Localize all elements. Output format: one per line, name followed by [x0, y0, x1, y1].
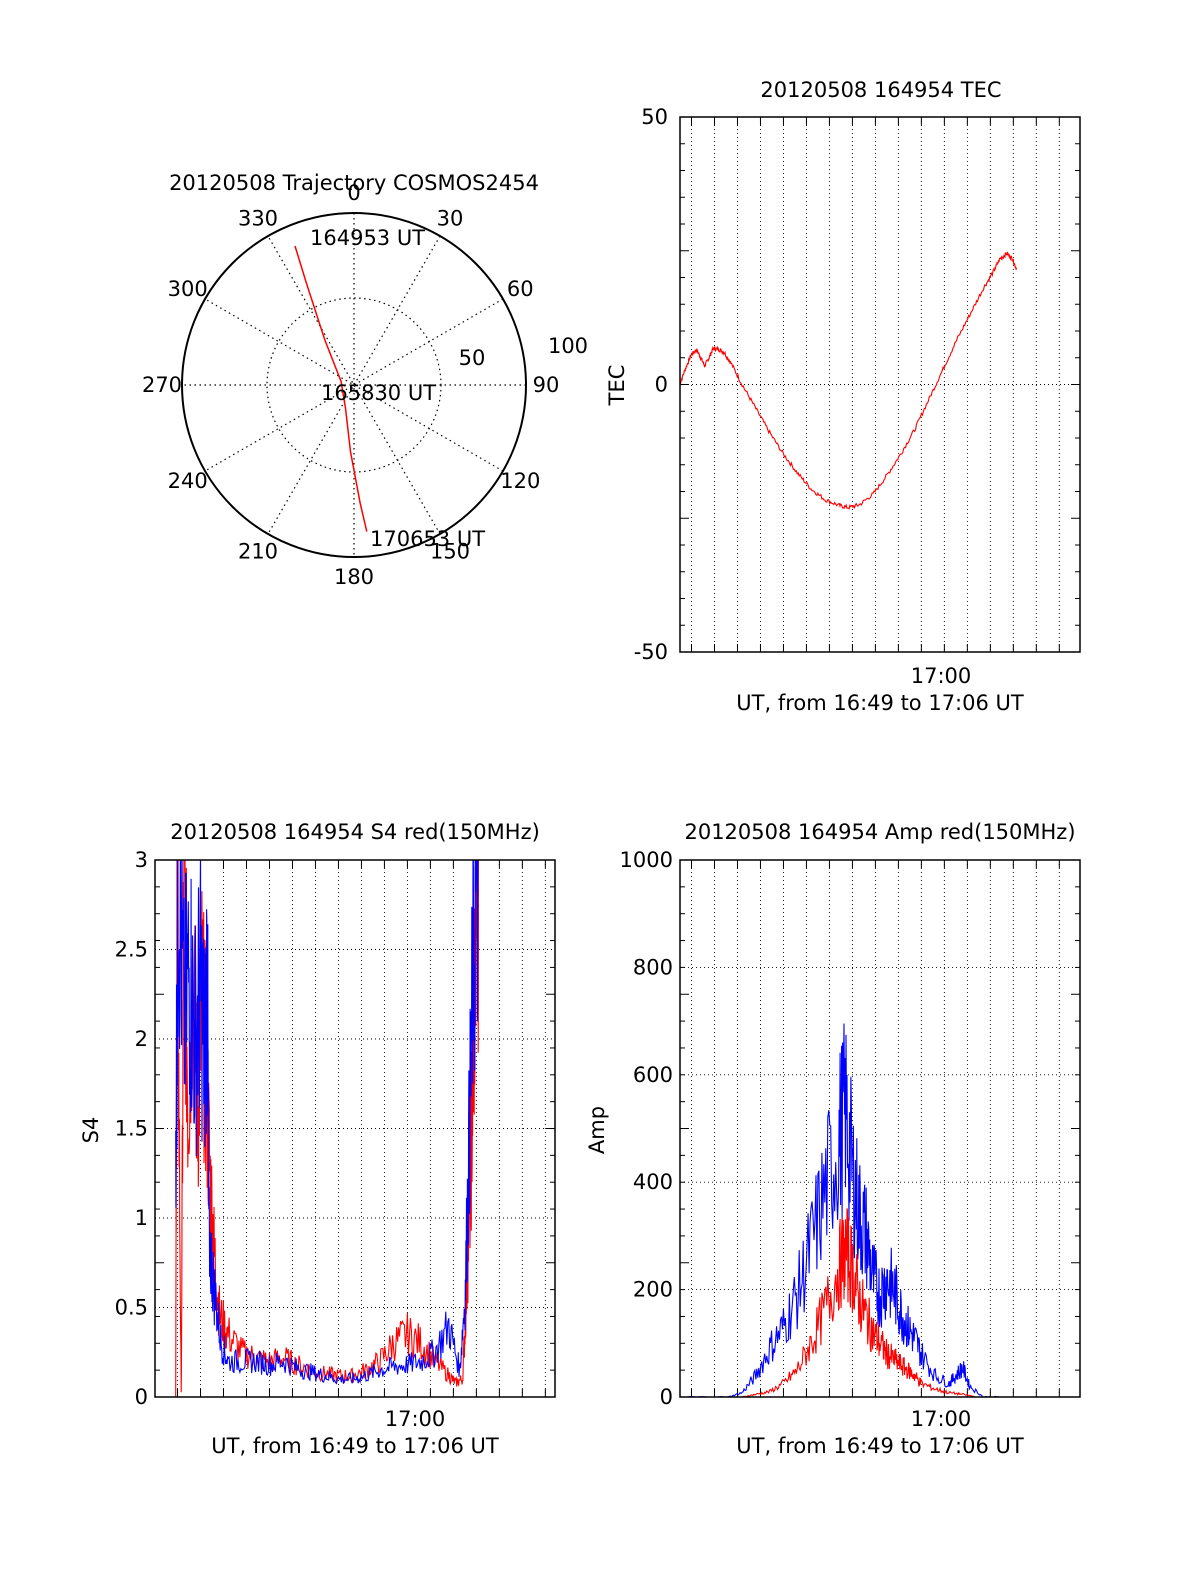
- series-line-0: [680, 1023, 1005, 1397]
- y-tick-label: 1000: [620, 848, 673, 872]
- y-tick-label: 0: [660, 1385, 673, 1409]
- tec-title: 20120508 164954 TEC: [760, 78, 1001, 102]
- s4-xtick-label: 17:00: [385, 1407, 446, 1431]
- trajectory-title: 20120508 Trajectory COSMOS2454: [169, 171, 539, 195]
- amp-xtick-label: 17:00: [911, 1407, 972, 1431]
- polar-angle-label: 240: [168, 469, 208, 493]
- polar-angle-labels: 0 30 60 90 120 150 180 210 240 270 300 330: [142, 181, 559, 589]
- polar-angle-label: 30: [437, 207, 464, 231]
- amp-xlabel: UT, from 16:49 to 17:06 UT: [736, 1434, 1024, 1458]
- s4-title: 20120508 164954 S4 red(150MHz): [170, 820, 540, 844]
- amp-plot-area: 0 200 400 600 800 1000: [620, 848, 1081, 1409]
- s4-plot-area: 0 0.5 1 1.5 2 2.5 3: [115, 848, 556, 1409]
- tec-plot-area: 50 0 -50: [634, 105, 1081, 664]
- polar-radius-label-50: 50: [459, 346, 486, 370]
- polar-angle-label: 210: [238, 539, 278, 563]
- s4-panel: 20120508 164954 S4 red(150MHz) 0 0.5 1 1.5 2…: [79, 820, 556, 1458]
- tec-ylabel: TEC: [605, 365, 629, 407]
- polar-angle-label: 90: [533, 373, 560, 397]
- amp-title: 20120508 164954 Amp red(150MHz): [684, 820, 1075, 844]
- polar-angle-label: 150: [430, 539, 470, 563]
- series-line-1: [741, 1208, 977, 1397]
- s4-ylabel: S4: [79, 1117, 103, 1144]
- s4-xlabel: UT, from 16:49 to 17:06 UT: [211, 1434, 499, 1458]
- trajectory-mid-time: 165830 UT: [321, 381, 436, 405]
- y-tick-label: 200: [633, 1278, 673, 1302]
- y-tick-label: 3: [135, 848, 148, 872]
- plot-frame: [679, 859, 1081, 1398]
- series-line-1: [175, 860, 480, 1385]
- y-tick-label: 50: [641, 105, 668, 129]
- trajectory-end-time: 170653 UT: [370, 527, 485, 551]
- trajectory-track: [294, 245, 368, 532]
- polar-angle-label: 60: [507, 277, 534, 301]
- y-tick-label: 2: [135, 1027, 148, 1051]
- plot-frame: [679, 116, 1081, 653]
- amp-ylabel: Amp: [585, 1106, 609, 1154]
- amp-panel: 20120508 164954 Amp red(150MHz) 0 200 400 6…: [585, 820, 1081, 1458]
- y-tick-label: 2.5: [115, 938, 148, 962]
- polar-angle-label: 0: [347, 181, 360, 205]
- tec-panel: 20120508 164954 TEC 50 0 -50 TEC 17:00 UT,…: [605, 78, 1081, 715]
- trajectory-panel: 20120508 Trajectory COSMOS2454 0 30 60 90 12…: [142, 171, 588, 589]
- polar-angle-label: 180: [334, 565, 374, 589]
- trajectory-start-time: 164953 UT: [310, 226, 425, 250]
- y-tick-label: 1: [135, 1206, 148, 1230]
- tec-xtick-label: 17:00: [911, 664, 972, 688]
- y-tick-label: 1.5: [115, 1117, 148, 1141]
- y-tick-label: 600: [633, 1063, 673, 1087]
- y-tick-label: 800: [633, 955, 673, 979]
- tec-xlabel: UT, from 16:49 to 17:06 UT: [736, 691, 1024, 715]
- plot-frame: [154, 859, 556, 1398]
- series-line-0: [680, 251, 1018, 510]
- y-tick-label: -50: [634, 640, 668, 664]
- polar-angle-label: 330: [238, 207, 278, 231]
- polar-angle-label: 120: [500, 469, 540, 493]
- y-tick-label: 0: [135, 1385, 148, 1409]
- polar-angle-label: 270: [142, 373, 182, 397]
- y-tick-label: 400: [633, 1170, 673, 1194]
- y-tick-label: 0: [655, 373, 668, 397]
- polar-angle-label: 300: [168, 277, 208, 301]
- y-tick-label: 0.5: [115, 1296, 148, 1320]
- polar-radius-label-100: 100: [548, 334, 588, 358]
